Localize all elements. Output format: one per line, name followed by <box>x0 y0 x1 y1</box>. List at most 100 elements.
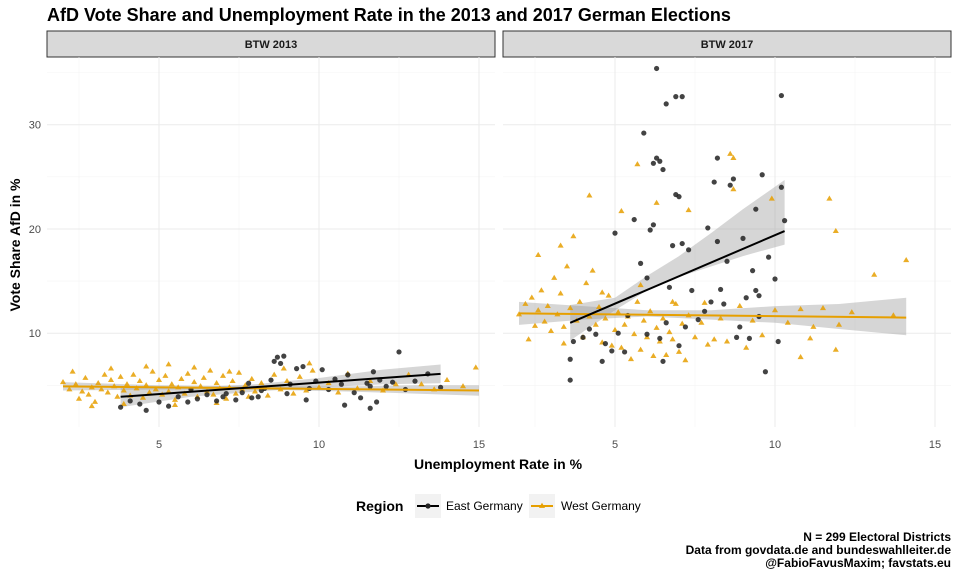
caption-line-2: Data from govdata.de and bundeswahlleite… <box>686 543 952 557</box>
data-point-east <box>743 295 749 301</box>
data-point-east <box>759 172 765 178</box>
data-point-west <box>66 386 73 392</box>
data-point-east <box>396 349 402 355</box>
data-point-west <box>669 298 676 304</box>
data-point-east <box>657 335 663 342</box>
data-point-east <box>711 179 717 185</box>
data-point-east <box>284 391 290 397</box>
data-point-east <box>567 356 573 362</box>
data-point-west <box>576 298 583 304</box>
data-point-west <box>650 352 657 359</box>
data-point-west <box>168 381 175 387</box>
data-point-west <box>589 267 596 273</box>
data-point-east <box>268 377 274 383</box>
y-tick-label: 30 <box>29 120 41 132</box>
x-tick-labels: 5 10 15 <box>612 439 941 451</box>
data-point-west <box>59 378 67 385</box>
data-point-east <box>370 369 376 375</box>
data-point-east <box>746 335 753 342</box>
data-point-east <box>727 182 733 188</box>
data-point-west <box>557 242 564 248</box>
y-tick-label: 20 <box>29 224 41 236</box>
data-point-west <box>290 390 297 396</box>
data-point-east <box>686 247 692 253</box>
caption: N = 299 Electoral Districts Data from go… <box>686 530 952 570</box>
data-point-west <box>418 381 425 387</box>
data-point-east <box>580 334 586 340</box>
data-point-west <box>165 361 172 367</box>
data-point-east <box>762 369 769 375</box>
data-point-east <box>714 155 721 161</box>
data-point-east <box>300 363 306 370</box>
data-point-east <box>734 334 740 340</box>
data-point-east <box>274 354 280 360</box>
data-point-west <box>730 186 737 192</box>
data-point-west <box>178 375 185 381</box>
facet-strip <box>502 30 952 58</box>
data-point-east <box>721 301 727 307</box>
data-point-west <box>271 371 278 377</box>
grid <box>503 57 951 427</box>
regression-line-west <box>62 385 480 392</box>
data-point-west <box>528 294 535 300</box>
data-point-west <box>560 340 567 346</box>
data-point-east <box>654 65 660 72</box>
data-point-east <box>740 235 746 241</box>
data-point-west <box>95 380 102 386</box>
data-point-west <box>525 336 532 342</box>
x-tick-label: 5 <box>156 439 162 451</box>
data-point-east <box>766 254 772 260</box>
data-point-west <box>608 342 615 348</box>
data-point-west <box>599 289 606 295</box>
data-points <box>59 349 479 413</box>
x-tick-label: 15 <box>929 439 941 451</box>
data-point-west <box>634 161 641 167</box>
data-point-west <box>551 274 558 280</box>
data-point-east <box>278 360 284 367</box>
x-tick-label: 5 <box>612 439 618 451</box>
data-point-west <box>563 263 571 269</box>
legend-label-east: East Germany <box>446 499 523 513</box>
y-axis-title: Vote Share AfD in % <box>7 178 23 312</box>
data-point-west <box>701 299 708 305</box>
data-point-east <box>679 240 685 247</box>
data-point-west <box>848 309 855 315</box>
data-point-west <box>647 308 654 314</box>
data-point-west <box>605 292 612 298</box>
data-point-east <box>615 330 621 336</box>
data-point-east <box>220 394 226 400</box>
data-point-west <box>162 372 169 378</box>
facet-strip <box>46 30 496 58</box>
regression-line-east <box>569 230 785 324</box>
caption-line-3: @FabioFavusMaxim; favstats.eu <box>765 556 951 570</box>
data-point-east <box>714 238 721 245</box>
data-point-west <box>165 388 172 394</box>
data-point-east <box>249 395 255 401</box>
data-point-west <box>248 375 255 381</box>
x-axis-title: Unemployment Rate in % <box>414 456 583 472</box>
data-point-west <box>637 282 644 288</box>
data-point-east <box>214 398 220 404</box>
data-point-east <box>660 358 666 364</box>
regression-lines <box>518 230 907 324</box>
data-point-east <box>319 367 325 373</box>
data-point-east <box>638 260 644 266</box>
data-point-east <box>281 353 287 359</box>
x-tick-label: 10 <box>313 439 325 451</box>
data-point-west <box>184 370 191 376</box>
data-point-west <box>535 251 542 257</box>
data-point-east <box>383 383 389 389</box>
data-point-east <box>657 158 663 164</box>
data-point-west <box>107 365 115 371</box>
data-point-west <box>557 290 564 296</box>
data-point-east <box>612 230 618 236</box>
data-point-west <box>675 348 683 354</box>
data-point-east <box>663 101 669 107</box>
data-point-west <box>535 307 542 313</box>
data-point-west <box>207 367 214 373</box>
data-point-west <box>258 380 265 386</box>
legend-item-east-germany: East Germany <box>415 494 523 518</box>
data-point-west <box>903 257 910 263</box>
data-point-east <box>143 407 149 413</box>
data-point-east <box>602 341 609 347</box>
